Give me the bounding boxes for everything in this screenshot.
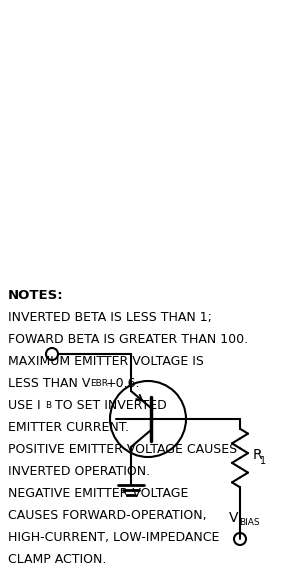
- Text: BIAS: BIAS: [239, 518, 260, 527]
- Text: EMITTER CURRENT.: EMITTER CURRENT.: [8, 421, 129, 434]
- Text: 1: 1: [260, 456, 266, 466]
- Text: HIGH-CURRENT, LOW-IMPEDANCE: HIGH-CURRENT, LOW-IMPEDANCE: [8, 531, 219, 544]
- Text: LESS THAN V: LESS THAN V: [8, 377, 90, 390]
- Text: POSITIVE EMITTER VOLTAGE CAUSES: POSITIVE EMITTER VOLTAGE CAUSES: [8, 443, 237, 456]
- Text: +0.6.: +0.6.: [106, 377, 140, 390]
- Text: B: B: [45, 401, 51, 411]
- Text: USE I: USE I: [8, 399, 41, 412]
- Text: V: V: [229, 511, 238, 525]
- Text: INVERTED OPERATION.: INVERTED OPERATION.: [8, 465, 150, 478]
- Text: INVERTED BETA IS LESS THAN 1;: INVERTED BETA IS LESS THAN 1;: [8, 311, 212, 324]
- Text: NEGATIVE EMITTER VOLTAGE: NEGATIVE EMITTER VOLTAGE: [8, 487, 188, 500]
- Text: NOTES:: NOTES:: [8, 289, 64, 302]
- Text: TO SET INVERTED: TO SET INVERTED: [51, 399, 166, 412]
- Text: CAUSES FORWARD-OPERATION,: CAUSES FORWARD-OPERATION,: [8, 509, 207, 522]
- Text: R: R: [253, 448, 262, 462]
- Text: EBR: EBR: [90, 379, 108, 388]
- Text: FOWARD BETA IS GREATER THAN 100.: FOWARD BETA IS GREATER THAN 100.: [8, 333, 248, 346]
- Text: MAXIMUM EMITTER VOLTAGE IS: MAXIMUM EMITTER VOLTAGE IS: [8, 355, 204, 368]
- Text: CLAMP ACTION.: CLAMP ACTION.: [8, 553, 106, 566]
